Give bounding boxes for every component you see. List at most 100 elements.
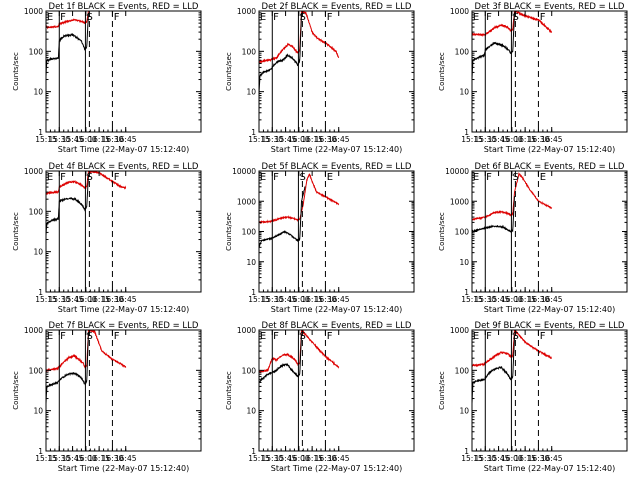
x-tick-label: 15:15 [248,135,270,144]
x-tick-label: 16:30 [315,295,337,304]
x-tick-label: 15:45 [62,454,84,463]
y-tick-label: 10 [33,248,43,257]
x-tick-label: 15:45 [488,454,510,463]
lld-series-line [46,11,89,30]
y-tick-label: 1000 [450,197,469,206]
x-axis-label: Start Time (22-May-07 15:12:40) [58,305,189,314]
x-tick-label: 15:30 [48,454,70,463]
x-tick-label: 16:30 [102,295,124,304]
y-tick-label: 1 [38,128,43,137]
phase-letter: E [47,12,53,23]
events-series-line [259,186,306,249]
x-tick-label: 16:15 [88,135,110,144]
x-tick-label: 16:15 [301,135,323,144]
x-tick-label: 16:45 [328,135,350,144]
plot-frame [258,10,415,133]
x-tick-label: 15:30 [261,135,283,144]
y-tick-label: 100 [455,366,470,375]
y-tick-label: 10 [459,258,469,267]
events-series-line [472,335,515,404]
x-tick-label: 16:15 [514,135,536,144]
x-tick-label: 16:30 [528,135,550,144]
y-tick-label: 100 [242,47,257,56]
phase-letter: S [299,12,305,23]
x-tick-label: 15:30 [48,135,70,144]
y-tick-label: 1 [464,128,469,137]
y-tick-label: 1 [251,288,256,297]
events-series-line [472,196,515,234]
x-tick-label: 15:15 [35,295,57,304]
x-tick-label: 16:15 [301,454,323,463]
x-tick-label: 15:15 [461,135,483,144]
y-axis-label: Counts/sec [225,371,233,410]
y-tick-label: 100 [242,228,257,237]
x-tick-label: 16:45 [541,454,563,463]
y-tick-label: 10 [33,407,43,416]
panel-title: Det 3f BLACK = Events, RED = LLD [475,2,625,12]
y-tick-label: 100 [29,47,44,56]
events-series-line [46,332,89,404]
phase-letter: E [327,172,333,183]
plot-frame [45,329,202,452]
y-tick-label: 1000 [237,197,256,206]
y-tick-label: 1000 [24,326,43,335]
x-tick-label: 16:45 [541,135,563,144]
x-tick-label: 15:15 [461,454,483,463]
panel-title: Det 6f BLACK = Events, RED = LLD [475,162,625,172]
panel-title: Det 4f BLACK = Events, RED = LLD [49,162,199,172]
phase-letter: F [540,331,546,342]
plot-frame [45,10,202,133]
phase-letter: F [486,12,492,23]
y-tick-label: 1 [251,447,256,456]
phase-letter: S [299,172,305,183]
y-tick-label: 10000 [232,167,256,176]
phase-letter: F [60,331,66,342]
events-series-line [259,334,302,383]
phase-letter: F [273,12,279,23]
phase-letter: E [473,331,479,342]
x-tick-label: 16:30 [102,454,124,463]
plot-frame [471,329,628,452]
x-tick-label: 15:15 [35,454,57,463]
phase-letter: E [260,12,266,23]
x-tick-label: 16:00 [75,135,97,144]
y-tick-label: 1000 [24,7,43,16]
x-tick-label: 15:45 [275,454,297,463]
y-tick-label: 1 [38,447,43,456]
phase-letter: S [299,331,305,342]
x-axis-label: Start Time (22-May-07 15:12:40) [271,464,402,473]
phase-letter: S [86,12,92,23]
x-axis-label: Start Time (22-May-07 15:12:40) [58,464,189,473]
y-axis-label: Counts/sec [225,212,233,251]
phase-letter: S [512,172,518,183]
x-tick-label: 16:00 [288,454,310,463]
y-axis-label: Counts/sec [225,52,233,91]
y-tick-label: 10 [246,258,256,267]
x-axis-label: Start Time (22-May-07 15:12:40) [271,145,402,154]
panel-title: Det 7f BLACK = Events, RED = LLD [49,321,199,331]
x-tick-label: 15:30 [261,295,283,304]
x-tick-label: 16:00 [501,135,523,144]
x-tick-label: 15:45 [488,135,510,144]
y-tick-label: 1 [38,288,43,297]
phase-letter: E [47,331,53,342]
y-axis-label: Counts/sec [438,52,446,91]
y-tick-label: 10 [459,407,469,416]
phase-letter: F [327,331,333,342]
x-tick-label: 16:15 [514,295,536,304]
y-tick-label: 1 [464,288,469,297]
events-series-line [259,12,302,96]
x-tick-label: 16:45 [115,135,137,144]
x-tick-label: 15:30 [474,135,496,144]
y-tick-label: 1 [464,447,469,456]
phase-letter: E [540,172,546,183]
phase-letter: S [86,331,92,342]
x-axis-label: Start Time (22-May-07 15:12:40) [271,305,402,314]
x-tick-label: 16:45 [541,295,563,304]
phase-letter: F [273,331,279,342]
panel-title: Det 8f BLACK = Events, RED = LLD [262,321,412,331]
